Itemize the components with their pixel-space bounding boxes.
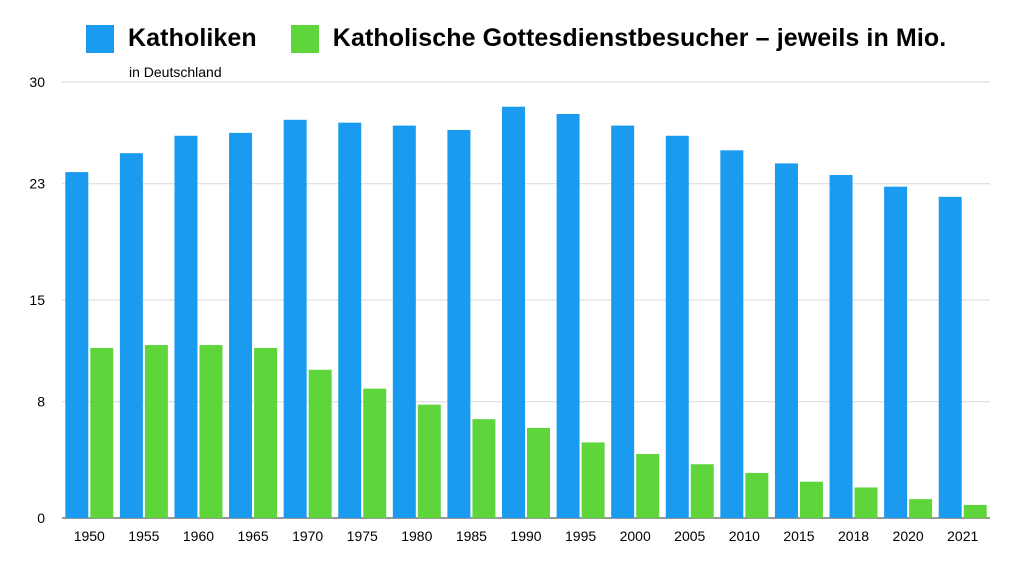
bar-katholiken: [884, 186, 908, 518]
y-tick-label: 23: [29, 176, 45, 192]
bar-gottesdienstbesucher: [799, 481, 823, 518]
bar-gottesdienstbesucher: [527, 427, 550, 518]
bar-katholiken: [283, 119, 307, 518]
bar-katholiken: [229, 132, 253, 518]
bar-gottesdienstbesucher: [745, 472, 769, 518]
chart-subtitle: in Deutschland: [129, 64, 222, 80]
x-tick-label: 1965: [237, 528, 268, 544]
x-tick-label: 1985: [456, 528, 487, 544]
x-tick-label: 1995: [565, 528, 596, 544]
x-tick-label: 1980: [401, 528, 432, 544]
bar-gottesdienstbesucher: [963, 504, 987, 518]
x-tick-label: 1990: [510, 528, 541, 544]
legend-item-gottesdienstbesucher: Katholische Gottesdienstbesucher – jewei…: [290, 24, 947, 53]
bar-gottesdienstbesucher: [690, 464, 714, 518]
y-tick-label: 15: [29, 292, 45, 308]
y-tick-label: 30: [29, 74, 45, 90]
bar-gottesdienstbesucher: [90, 347, 114, 518]
x-tick-label: 1960: [183, 528, 214, 544]
x-tick-label: 2018: [838, 528, 869, 544]
bar-gottesdienstbesucher: [144, 345, 168, 518]
bar-gottesdienstbesucher: [581, 442, 605, 518]
bar-katholiken: [774, 163, 798, 519]
bar-katholiken: [174, 135, 198, 519]
bar-katholiken: [611, 125, 635, 518]
bar-gottesdienstbesucher: [308, 369, 332, 518]
x-tick-label: 1970: [292, 528, 323, 544]
bar-gottesdienstbesucher: [854, 487, 878, 518]
y-tick-label: 0: [37, 510, 45, 526]
x-tick-label: 2021: [947, 528, 978, 544]
legend-item-katholiken: Katholiken: [86, 24, 257, 53]
bar-gottesdienstbesucher: [909, 499, 933, 518]
bar-katholiken: [829, 175, 853, 518]
bar-katholiken: [556, 113, 580, 519]
x-tick-label: 1975: [347, 528, 378, 544]
x-tick-label: 2010: [729, 528, 760, 544]
bar-gottesdienstbesucher: [254, 347, 278, 518]
bar-katholiken: [392, 125, 416, 518]
x-tick-label: 2020: [893, 528, 924, 544]
bar-gottesdienstbesucher: [636, 454, 660, 518]
x-tick-label: 2015: [783, 528, 814, 544]
bar-gottesdienstbesucher: [417, 404, 441, 518]
x-tick-label: 2005: [674, 528, 705, 544]
bar-katholiken: [65, 172, 89, 518]
bar-katholiken: [447, 129, 471, 518]
legend-label-katholiken: Katholiken: [128, 24, 257, 52]
legend-swatch-gottesdienstbesucher: [290, 24, 319, 53]
bar-gottesdienstbesucher: [199, 345, 223, 518]
x-tick-label: 1950: [74, 528, 105, 544]
bar-katholiken: [665, 135, 689, 519]
x-tick-label: 2000: [620, 528, 651, 544]
x-tick-label: 1955: [128, 528, 159, 544]
chart-legend: Katholiken Katholische Gottesdienstbesuc…: [86, 24, 980, 53]
bar-katholiken: [720, 150, 744, 518]
legend-label-gottesdienstbesucher: Katholische Gottesdienstbesucher – jewei…: [332, 24, 947, 52]
bar-gottesdienstbesucher: [472, 419, 496, 518]
bar-gottesdienstbesucher: [363, 388, 387, 518]
legend-swatch-katholiken: [86, 24, 114, 53]
bar-katholiken: [502, 106, 525, 518]
y-tick-label: 8: [37, 394, 45, 410]
bar-katholiken: [119, 153, 143, 519]
bar-katholiken: [938, 196, 962, 518]
bar-katholiken: [338, 122, 362, 519]
